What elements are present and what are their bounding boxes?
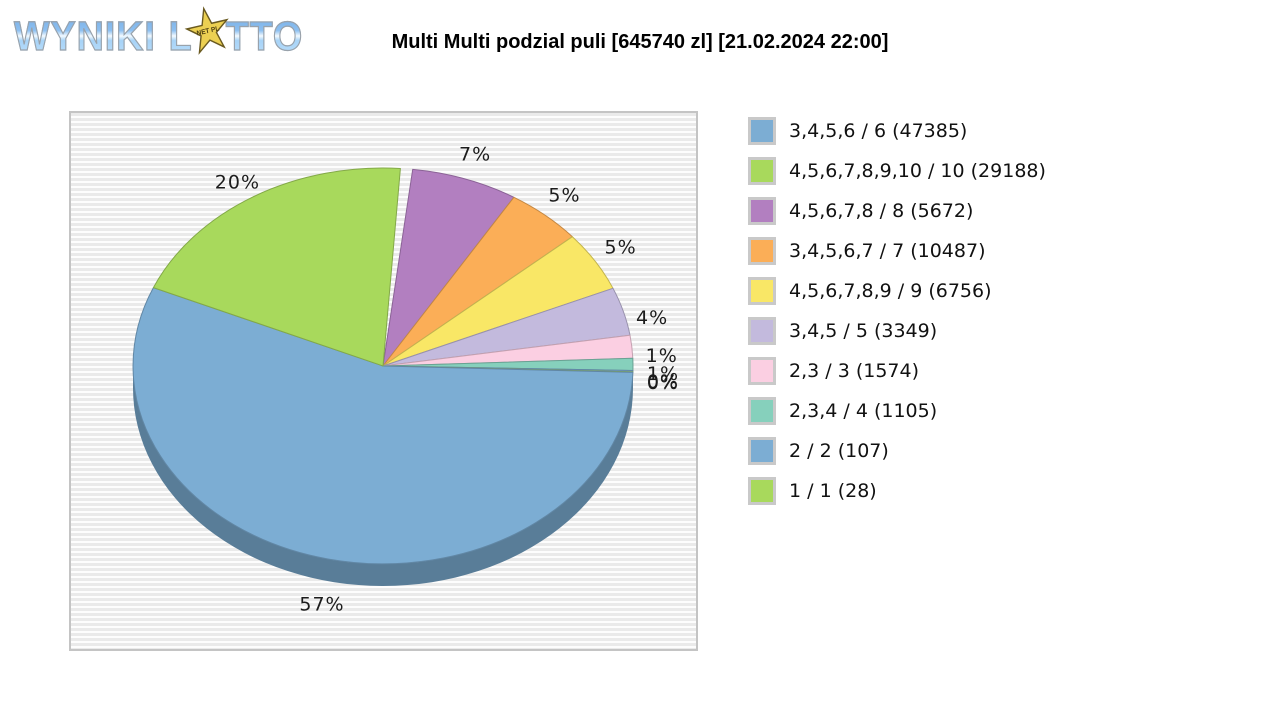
logo-word-wyniki: WYNIKI	[13, 8, 156, 64]
legend-swatch	[748, 117, 776, 145]
legend-item: 3,4,5,6 / 6 (47385)	[748, 117, 1046, 145]
legend-item: 4,5,6,7,8 / 8 (5672)	[748, 197, 1046, 225]
legend-label: 2 / 2 (107)	[789, 440, 889, 462]
slice-percent-label-tier-4of4: 1%	[647, 363, 679, 385]
legend-item: 2,3,4 / 4 (1105)	[748, 397, 1046, 425]
legend-label: 4,5,6,7,8 / 8 (5672)	[789, 200, 974, 222]
legend-item: 3,4,5,6,7 / 7 (10487)	[748, 237, 1046, 265]
legend-label: 2,3 / 3 (1574)	[789, 360, 920, 382]
legend-label: 4,5,6,7,8,9,10 / 10 (29188)	[789, 160, 1046, 182]
slice-percent-label-tier-2of2: 0%	[647, 371, 679, 393]
slice-percent-label-tier-10of10: 20%	[215, 172, 260, 194]
legend-label: 3,4,5,6 / 6 (47385)	[789, 120, 968, 142]
chart-plot-area: 7% 5% 5% 4% 1% 1% 0% 0% 57% 20%	[69, 111, 698, 651]
slice-percent-label-tier-5of5: 4%	[636, 307, 668, 329]
legend-swatch	[748, 197, 776, 225]
legend-label: 2,3,4 / 4 (1105)	[789, 400, 938, 422]
legend-label: 3,4,5 / 5 (3349)	[789, 320, 938, 342]
logo-word-tto: TTO	[225, 8, 304, 64]
logo-word-l: L	[168, 8, 193, 64]
chart-legend: 3,4,5,6 / 6 (47385) 4,5,6,7,8,9,10 / 10 (…	[748, 117, 1046, 517]
site-logo[interactable]: WYNIKI L ★ NET PL TTO	[13, 0, 304, 68]
pie-slice-tier-10of10	[152, 167, 401, 367]
chart-title: Multi Multi podzial puli [645740 zl] [21…	[391, 31, 889, 53]
pie-chart-svg: 7%5%5%4%1%1%0%0%57%20%	[132, 144, 679, 616]
legend-item: 3,4,5 / 5 (3349)	[748, 317, 1046, 345]
legend-item: 1 / 1 (28)	[748, 477, 1046, 505]
slice-percent-label-tier-9of9: 5%	[605, 237, 637, 259]
legend-swatch	[748, 397, 776, 425]
slice-percent-label-tier-3of3: 1%	[646, 345, 678, 367]
legend-swatch	[748, 317, 776, 345]
legend-swatch	[748, 237, 776, 265]
slice-percent-label-tier-7of7: 5%	[548, 184, 580, 206]
legend-label: 3,4,5,6,7 / 7 (10487)	[789, 240, 986, 262]
legend-swatch	[748, 157, 776, 185]
legend-item: 2 / 2 (107)	[748, 437, 1046, 465]
legend-item: 4,5,6,7,8,9 / 9 (6756)	[748, 277, 1046, 305]
legend-swatch	[748, 357, 776, 385]
legend-item: 4,5,6,7,8,9,10 / 10 (29188)	[748, 157, 1046, 185]
legend-swatch	[748, 437, 776, 465]
slice-percent-label-tier-8of8: 7%	[459, 144, 491, 166]
pie-slice-tier-8of8	[382, 168, 515, 367]
legend-label: 1 / 1 (28)	[789, 480, 877, 502]
legend-item: 2,3 / 3 (1574)	[748, 357, 1046, 385]
legend-swatch	[748, 477, 776, 505]
pie-slice-tier-6of6	[132, 287, 634, 565]
slice-percent-label-tier-1of1: 0%	[647, 372, 679, 394]
legend-label: 4,5,6,7,8,9 / 9 (6756)	[789, 280, 992, 302]
slice-percent-label-tier-6of6: 57%	[299, 594, 344, 616]
legend-swatch	[748, 277, 776, 305]
